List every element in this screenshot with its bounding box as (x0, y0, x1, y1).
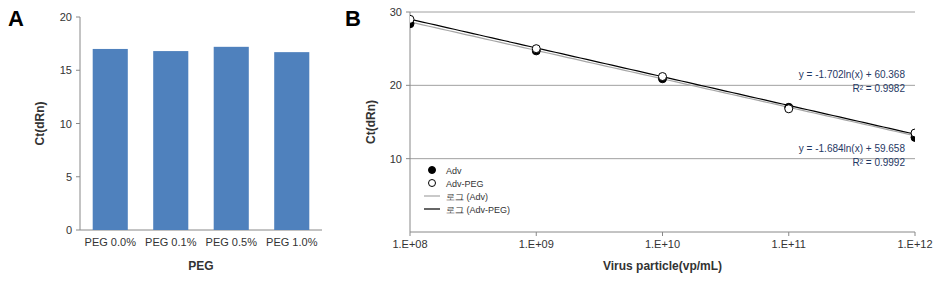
bar (93, 49, 128, 230)
x-tick (410, 232, 411, 236)
figure: A Ct(dRn) PEG 0 5 10 15 20 PEG 0.0% PEG 0.1% PEG 0… (0, 0, 937, 288)
trendline (410, 19, 915, 134)
legend-label: Adv (446, 166, 462, 176)
y-tick-label: 20 (390, 79, 402, 91)
y-tick (406, 85, 410, 86)
equation: y = -1.684ln(x) + 59.658 (799, 143, 906, 154)
y-tick-label: 10 (60, 118, 72, 130)
legend-marker (429, 180, 436, 187)
grid-line (410, 12, 915, 13)
legend-label: 로그 (Adv) (446, 192, 488, 202)
x-tick (788, 232, 789, 236)
x-tick-label: PEG 0.5% (206, 236, 258, 248)
y-tick-label: 20 (60, 11, 72, 23)
x-axis-title: PEG (188, 259, 213, 273)
point (785, 105, 793, 113)
grid-line (410, 85, 915, 86)
point (410, 15, 414, 23)
legend-line (424, 195, 440, 196)
legend-label: Adv-PEG (446, 179, 484, 189)
x-tick-label: 1.E+12 (897, 238, 932, 250)
x-tick-label: 1.E+09 (519, 238, 554, 250)
point (659, 73, 667, 81)
y-tick-label: 15 (60, 64, 72, 76)
x-tick-label: 1.E+11 (772, 238, 806, 250)
trendline (410, 22, 915, 136)
r-squared: R² = 0.9982 (852, 83, 905, 94)
bar (214, 47, 249, 230)
x-tick-label: PEG 1.0% (266, 236, 318, 248)
x-tick-label: 1.E+08 (392, 238, 427, 250)
y-axis-line (80, 17, 81, 230)
x-tick (536, 232, 537, 236)
panel: B Ct(dRn) Virus particle(vp/mL) 10 20 30 1.E+0… (345, 6, 933, 273)
point (911, 129, 915, 137)
y-tick-label: 5 (66, 171, 72, 183)
y-axis-title: Ct(dRn) (364, 100, 378, 144)
r-squared: R² = 0.9992 (852, 157, 905, 168)
y-tick-label: 0 (66, 224, 72, 236)
equation: y = -1.702ln(x) + 60.368 (799, 69, 906, 80)
y-tick (76, 17, 80, 18)
legend-line (424, 208, 440, 209)
legend-label: 로그 (Adv-PEG) (446, 205, 510, 215)
plot-marks (410, 15, 915, 141)
x-tick (915, 232, 916, 236)
bar (153, 51, 188, 230)
legend: Adv Adv-PEG 로그 (Adv) 로그 (Adv-PEG) (424, 166, 510, 215)
y-tick (406, 12, 410, 13)
x-tick-label: PEG 0.1% (145, 236, 197, 248)
y-tick (76, 230, 80, 231)
x-axis-title: Virus particle(vp/mL) (603, 259, 722, 273)
y-tick-label: 30 (390, 6, 402, 18)
x-tick (662, 232, 663, 236)
panel: A Ct(dRn) PEG 0 5 10 15 20 PEG 0.0% PEG 0.1% PEG 0… (8, 6, 322, 273)
bar (274, 52, 309, 230)
grid-line (410, 158, 915, 159)
y-axis-title: Ct(dRn) (33, 102, 47, 146)
point (532, 45, 540, 53)
x-tick-label: 1.E+10 (645, 238, 680, 250)
panel-label: A (8, 6, 24, 31)
y-tick (76, 176, 80, 177)
panel-label: B (345, 6, 361, 31)
x-tick-label: PEG 0.0% (85, 236, 137, 248)
plot-marks (93, 47, 310, 230)
y-axis-line (410, 12, 411, 232)
y-tick (76, 123, 80, 124)
y-tick (406, 158, 410, 159)
legend-marker (429, 167, 436, 174)
y-tick-label: 10 (390, 153, 402, 165)
y-tick (76, 70, 80, 71)
